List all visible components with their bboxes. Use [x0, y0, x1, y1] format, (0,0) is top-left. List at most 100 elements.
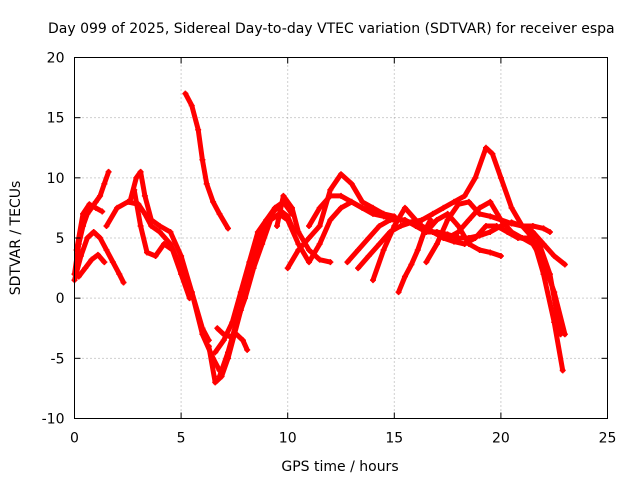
data-point [551, 253, 558, 260]
data-point [101, 180, 108, 187]
data-point [327, 259, 334, 266]
data-point [316, 241, 323, 248]
data-point [497, 253, 504, 260]
data-point [561, 331, 568, 338]
data-point [103, 222, 110, 229]
data-point [414, 247, 421, 254]
data-point [369, 204, 376, 211]
data-point [421, 228, 428, 235]
series-arc-19 [396, 217, 433, 295]
data-point [493, 222, 500, 229]
data-point [126, 198, 133, 205]
data-point [82, 265, 89, 272]
data-point [455, 228, 462, 235]
data-point [239, 337, 246, 344]
y-tick-label: 5 [56, 231, 65, 247]
data-point [246, 259, 253, 266]
data-point [487, 228, 494, 235]
data-point [465, 198, 472, 205]
data-point [482, 222, 489, 229]
data-point [152, 253, 159, 260]
data-point [306, 235, 313, 241]
data-point [540, 225, 547, 232]
data-point [433, 216, 440, 223]
data-point [254, 228, 261, 235]
data-point [99, 208, 106, 215]
x-tick-label: 15 [385, 431, 403, 447]
data-point [355, 247, 362, 254]
data-point [380, 213, 387, 220]
data-point [182, 90, 189, 97]
data-point [178, 253, 185, 260]
data-point [220, 331, 227, 338]
data-point [344, 259, 351, 266]
x-axis-label: GPS time / hours [281, 459, 398, 475]
data-point [280, 192, 287, 199]
x-tick-label: 5 [177, 431, 186, 447]
data-point [267, 216, 274, 223]
data-point [120, 279, 127, 286]
data-point [210, 198, 217, 205]
data-point [359, 204, 366, 211]
data-point [225, 225, 232, 232]
data-point [376, 241, 383, 248]
data-point [391, 222, 398, 229]
data-point [103, 247, 110, 254]
data-point [395, 289, 402, 296]
data-point [450, 238, 457, 245]
data-point [114, 204, 121, 211]
data-point [519, 235, 526, 241]
data-point [84, 235, 91, 241]
data-point [306, 259, 313, 266]
data-point [212, 379, 219, 386]
data-point [188, 102, 195, 109]
data-point [551, 319, 558, 326]
data-point [559, 367, 566, 374]
data-point [429, 228, 436, 235]
data-point [387, 216, 394, 223]
data-point [80, 210, 87, 217]
data-point [465, 241, 472, 248]
data-series [71, 90, 568, 386]
data-point [327, 216, 334, 223]
data-point [397, 222, 404, 229]
data-point [316, 222, 323, 229]
data-point [327, 192, 334, 199]
data-point [133, 174, 140, 181]
data-point [216, 373, 223, 380]
data-point [508, 204, 515, 211]
data-point [440, 204, 447, 211]
data-point [233, 331, 240, 338]
y-tick-label: -5 [51, 351, 65, 367]
y-tick-label: 20 [47, 51, 65, 67]
data-point [423, 259, 430, 266]
data-point [536, 241, 543, 248]
data-point [143, 249, 150, 256]
data-point [348, 198, 355, 205]
data-point [316, 256, 323, 263]
data-point [476, 210, 483, 217]
data-point [546, 228, 553, 235]
data-point [497, 216, 504, 223]
data-point [109, 259, 116, 266]
data-point [455, 222, 462, 229]
data-point [227, 333, 234, 340]
data-point [295, 247, 302, 254]
data-point [487, 198, 494, 205]
data-point [369, 277, 376, 284]
data-point [316, 204, 323, 211]
data-point [284, 216, 291, 223]
tick-labels: 0 5 10 15 20 25 -10 -5 0 5 10 15 20 [42, 51, 617, 447]
data-point [508, 220, 515, 227]
data-point [92, 198, 99, 205]
data-point [77, 253, 84, 260]
data-point [487, 213, 494, 220]
data-point [401, 204, 408, 211]
data-point [212, 349, 219, 356]
series-arc-6 [127, 169, 222, 373]
data-point [529, 241, 536, 248]
data-point [161, 241, 168, 248]
y-tick-label: 0 [56, 291, 65, 307]
y-tick-label: 10 [47, 171, 65, 187]
